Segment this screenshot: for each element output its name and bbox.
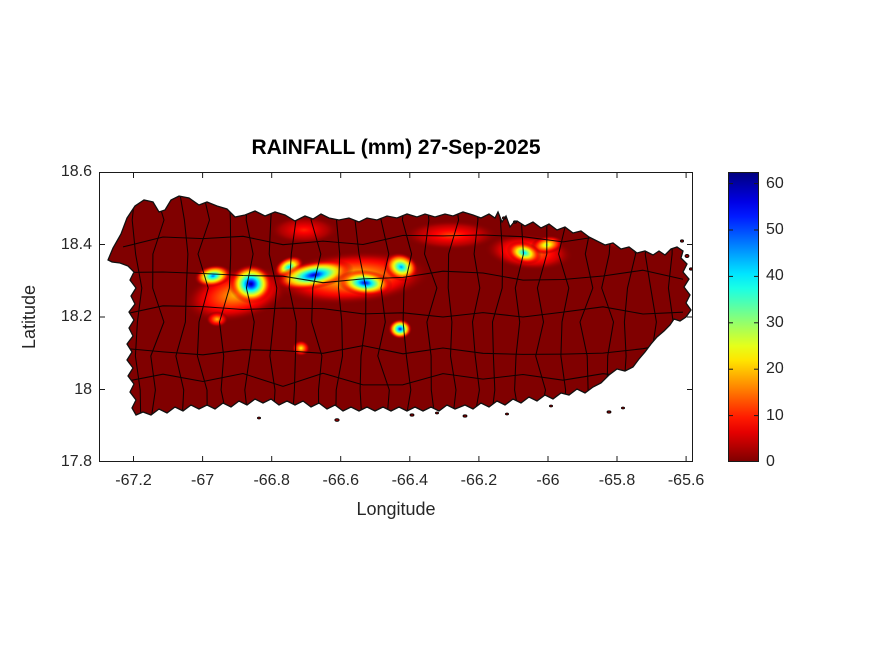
rain-hotspot-south-central-intense: [388, 318, 413, 340]
colorbar-tick-label: 50: [766, 221, 784, 238]
municipality-boundaries: [122, 196, 684, 415]
x-tick-label: -66.4: [391, 472, 429, 489]
rain-hotspot-cordillera-core-west: [274, 259, 354, 291]
y-tick-label: 17.8: [60, 453, 92, 470]
y-tick-label: 18.4: [60, 235, 92, 253]
rain-hotspot-south-yellow-dot: [292, 340, 310, 357]
rain-hotspot-east-north-enhancement: [594, 224, 644, 249]
axes-box: [99, 172, 693, 462]
map-plot-area: [99, 172, 693, 462]
x-tick-label: -65.8: [598, 472, 636, 489]
colorbar-ticks: [728, 183, 759, 462]
coastline: [107, 195, 692, 416]
y-tick-label: 18.6: [60, 163, 92, 180]
colorbar-tick-label: 40: [766, 267, 784, 285]
x-tick-label: -66.6: [322, 472, 359, 489]
rain-hotspot-west-south-spot: [206, 311, 229, 328]
rain-hotspot-west-blob-max: [228, 264, 274, 304]
x-tick-label: -66.8: [253, 472, 290, 489]
y-tick-label: 18: [74, 380, 92, 398]
offshore-islets: [256, 216, 693, 422]
x-tick-label: -66: [536, 472, 560, 489]
rain-hotspot-west-blob-inner: [194, 264, 232, 288]
x-tick-label: -65.6: [667, 472, 705, 489]
colorbar-tick-label: 60: [766, 174, 784, 192]
colorbar-tick-label: 30: [766, 313, 784, 331]
x-axis-label: Longitude: [356, 499, 436, 519]
rain-hotspot-north-coast-west-enhancement: [269, 215, 339, 245]
colorbar-gradient: [728, 172, 759, 462]
chart-title: RAINFALL (mm) 27-Sep-2025: [251, 136, 541, 159]
rain-hotspot-northeast-west-lobe: [506, 241, 542, 265]
colorbar-tick-label: 0: [766, 453, 775, 470]
colorbar-tick-label: 10: [766, 406, 784, 424]
colorbar-tick-label: 20: [766, 360, 784, 378]
x-tick-label: -67: [191, 472, 215, 489]
x-tick-label: -67.2: [115, 472, 152, 489]
y-tick-label: 18.2: [60, 308, 92, 325]
x-tick-label: -66.2: [460, 472, 498, 489]
